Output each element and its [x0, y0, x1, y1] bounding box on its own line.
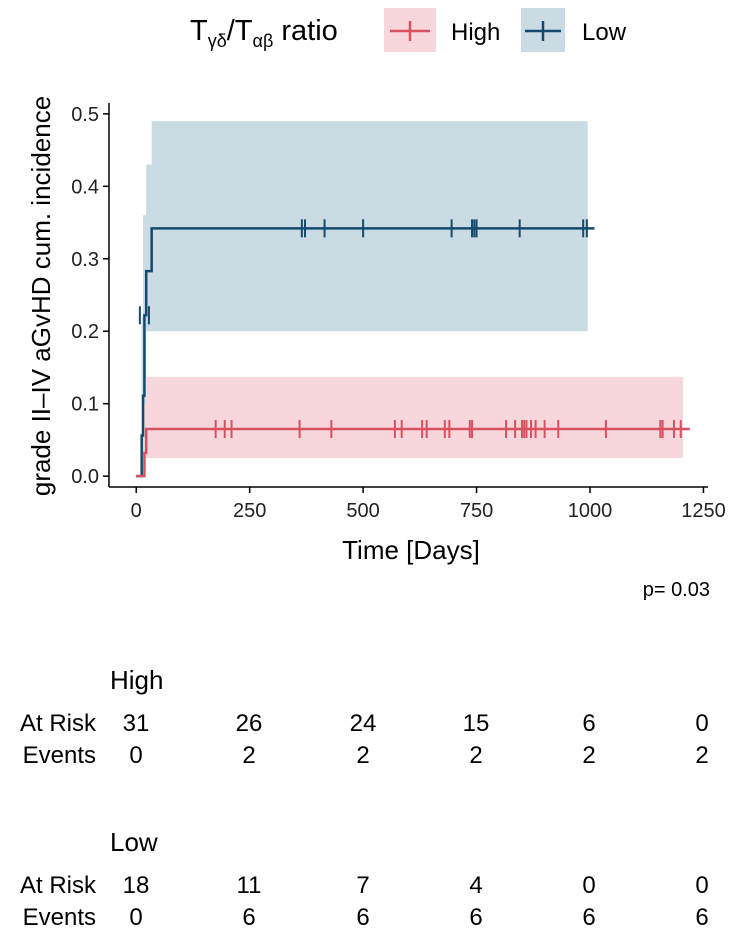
legend-high-label: High	[451, 19, 500, 46]
legend: Tγδ/Tαβ ratio High Low	[190, 8, 627, 52]
plot-area	[136, 121, 690, 478]
risk-low-events-cell: 6	[242, 904, 256, 931]
risk-low-events-cell: 6	[356, 904, 370, 931]
x-tick-label: 1000	[568, 500, 613, 522]
y-axis-label: grade II–IV aGvHD cum. incidence	[26, 96, 56, 496]
risk-low-events-cell: 0	[129, 904, 143, 931]
risk-group-high-title: High	[110, 665, 164, 695]
y-tick-label: 0.2	[71, 321, 99, 343]
risk-high-at-risk-label: At Risk	[19, 710, 96, 737]
risk-high-at-risk-cell: 15	[462, 710, 490, 737]
risk-high-events-cell: 2	[356, 742, 370, 769]
step-line-low	[136, 227, 595, 478]
ci-band-high	[144, 376, 684, 477]
risk-high-events-cell: 2	[469, 742, 483, 769]
x-tick-label: 250	[233, 500, 266, 522]
risk-low-events-cell: 6	[582, 904, 596, 931]
risk-low-at-risk-cell: 0	[582, 872, 596, 899]
risk-low-events-label: Events	[22, 904, 96, 931]
x-tick-label: 1250	[681, 500, 726, 522]
y-tick-label: 0.1	[71, 394, 99, 416]
risk-low-events-cell: 6	[695, 904, 709, 931]
risk-high-at-risk-cell: 24	[349, 710, 377, 737]
risk-low-at-risk-cell: 7	[356, 872, 370, 899]
ci-band-low	[141, 121, 588, 477]
x-tick-label: 500	[346, 500, 379, 522]
p-value: p= 0.03	[642, 579, 710, 601]
risk-high-at-risk-cell: 26	[235, 710, 263, 737]
risk-high-events-cell: 0	[129, 742, 143, 769]
risk-low-at-risk-cell: 4	[469, 872, 483, 899]
risk-high-at-risk-cell: 31	[122, 710, 150, 737]
risk-high-events-label: Events	[22, 742, 96, 769]
y-tick-label: 0.0	[71, 466, 99, 488]
x-tick-label: 0	[131, 500, 142, 522]
legend-low-label: Low	[582, 19, 627, 46]
legend-title: Tγδ/Tαβ ratio	[190, 15, 338, 51]
risk-low-events-cell: 6	[469, 904, 483, 931]
y-tick-label: 0.3	[71, 249, 99, 271]
risk-high-events-cell: 2	[582, 742, 596, 769]
axis-ticks: 0 250 500 750 1000 1250 0.0 0.1 0.2 0.3 0.4 0.5	[71, 104, 726, 522]
y-tick-label: 0.5	[71, 104, 99, 126]
risk-low-at-risk-label: At Risk	[19, 872, 96, 899]
risk-high-events-cell: 2	[695, 742, 709, 769]
risk-low-at-risk-cell: 11	[236, 872, 262, 899]
y-tick-label: 0.4	[71, 176, 99, 198]
cumulative-incidence-chart: Tγδ/Tαβ ratio High Low 0 250 500 750 1000 125…	[26, 8, 726, 565]
risk-high-at-risk-cell: 6	[582, 710, 596, 737]
risk-high-events-cell: 2	[242, 742, 256, 769]
risk-group-low-title: Low	[110, 827, 158, 857]
x-tick-label: 750	[460, 500, 493, 522]
risk-low-at-risk-cell: 0	[695, 872, 709, 899]
step-line-high	[136, 427, 690, 478]
x-axis-label: Time [Days]	[342, 535, 480, 565]
risk-low-at-risk-cell: 18	[122, 872, 150, 899]
risk-high-at-risk-cell: 0	[695, 710, 709, 737]
